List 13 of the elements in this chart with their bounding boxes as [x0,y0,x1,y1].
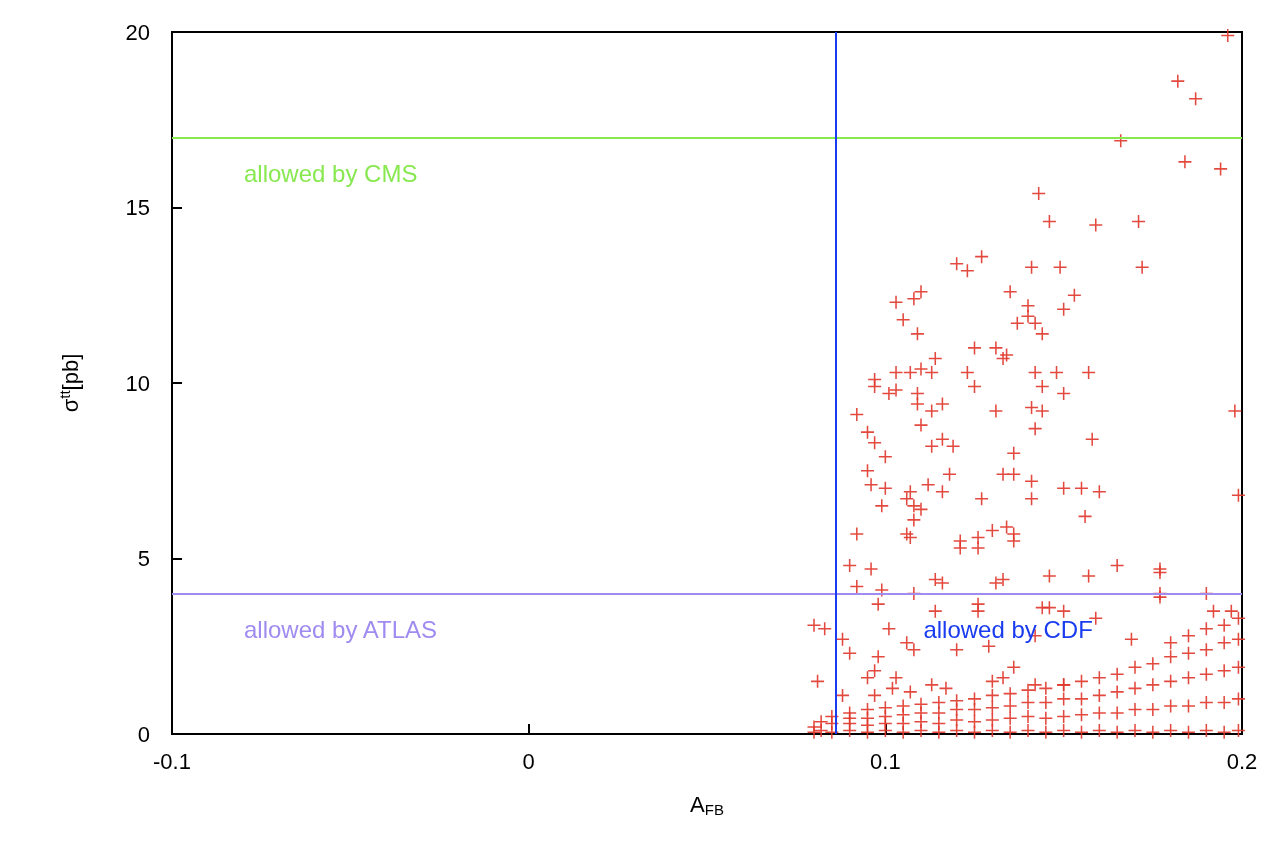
x-tick-label: 0.1 [870,748,901,774]
ref-line-label: allowed by CMS [244,159,418,187]
y-axis-title: σtt[pb] [56,353,83,413]
x-tick-label: -0.1 [153,748,191,774]
x-tick-label: 0 [522,748,535,774]
y-tick-label: 10 [125,370,150,396]
y-tick-label: 0 [137,721,150,747]
ref-line-label: allowed by ATLAS [244,616,437,644]
x-tick-label: 0.2 [1226,748,1258,774]
y-tick-label: 15 [125,195,150,220]
ref-line-label: allowed by CDF [923,615,1093,643]
y-tick-label: 20 [125,19,150,45]
y-tick-label: 5 [137,546,150,571]
